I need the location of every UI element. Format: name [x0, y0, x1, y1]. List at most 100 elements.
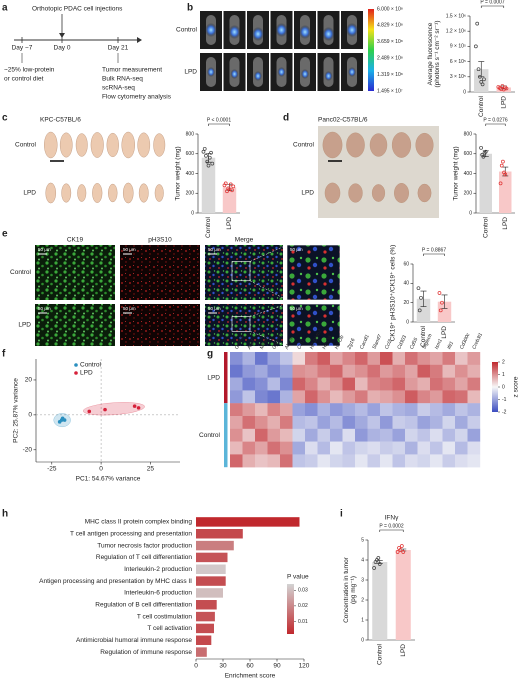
signal	[207, 67, 215, 77]
heatmap-cell	[305, 454, 318, 468]
y-tick-label: 0	[28, 412, 32, 419]
colorbar	[287, 584, 294, 634]
signal	[324, 71, 333, 81]
panel-letter: h	[2, 509, 8, 520]
heatmap-cell	[342, 454, 356, 468]
heatmap-cell	[392, 441, 406, 455]
colorbar	[368, 9, 374, 91]
y-tick-label: 6 × 10⁵	[450, 59, 466, 65]
heatmap-cell	[305, 377, 318, 391]
column-label: Ifit1	[446, 340, 455, 350]
heatmap-cell	[342, 403, 356, 417]
y-tick-label: 1.2 × 10⁶	[446, 29, 466, 35]
heatmap-cell	[467, 441, 481, 455]
heatmap-cell	[242, 364, 256, 378]
x-tick-label: LPD	[226, 217, 233, 230]
data-point	[440, 300, 444, 305]
colorbar-label: 1.319 × 10⁸	[377, 72, 403, 78]
heatmap-cell	[455, 428, 468, 442]
heatmap-cell	[255, 428, 268, 442]
data-point	[479, 145, 483, 150]
heatmap-cell	[392, 390, 406, 404]
tumor	[417, 183, 432, 203]
colorbar-label: 0.02	[298, 603, 308, 609]
y-tick-label: 1.5 × 10⁶	[446, 13, 466, 19]
heatmap-cell	[330, 428, 343, 442]
legend-title: P value	[287, 574, 309, 581]
heatmap-cell	[242, 416, 256, 429]
heatmap-cell	[417, 403, 431, 417]
data-point	[480, 82, 485, 87]
panel-letter: a	[2, 3, 8, 14]
heatmap-cell	[255, 390, 268, 404]
x-tick-label: 60	[246, 663, 254, 670]
data-point	[478, 74, 482, 79]
bar	[196, 517, 300, 527]
data-point	[438, 308, 443, 313]
p-value-label: P = 0.8867	[422, 247, 446, 253]
column-label: Creb3l1	[471, 332, 484, 351]
y-tick-label: 0	[463, 89, 466, 95]
heatmap-cell	[330, 441, 343, 455]
y-tick-label: 2	[361, 597, 364, 603]
heatmap-cell	[230, 352, 243, 365]
heatmap-cell	[255, 454, 268, 468]
heatmap-cell	[280, 416, 293, 429]
heatmap-cell	[292, 364, 306, 378]
data-point	[416, 286, 421, 291]
micrograph	[120, 245, 200, 300]
data-point	[399, 544, 404, 548]
y-tick-label: -20	[23, 446, 33, 453]
heatmap-cell	[230, 416, 243, 429]
error-bar	[376, 560, 383, 564]
signal	[322, 27, 335, 41]
heatmap-cell	[317, 352, 331, 365]
category-label: Antimicrobial humoral immune response	[76, 637, 192, 644]
x-tick-label: Control	[376, 643, 383, 665]
heatmap-cell	[230, 454, 243, 468]
bar	[196, 588, 223, 598]
micrograph	[205, 245, 283, 300]
data-point	[209, 150, 213, 155]
heatmap-cell	[442, 390, 456, 404]
diet-label: ~25% low-protein	[4, 67, 55, 74]
y-tick-label: 40	[403, 281, 409, 287]
panel-letter: f	[2, 349, 6, 360]
x-tick-label: 30	[219, 663, 227, 670]
significance-bracket	[480, 5, 505, 8]
colorbar-label: 1.495 × 10⁷	[377, 88, 403, 94]
day-label: Day 0	[54, 45, 71, 52]
data-point	[377, 562, 382, 566]
data-point	[62, 418, 67, 422]
x-tick-label: LPD	[441, 326, 448, 339]
y-tick-label: 9 × 10⁵	[450, 44, 466, 50]
data-point	[504, 86, 509, 91]
column-label: Cd300c	[459, 332, 472, 351]
data-point	[481, 154, 486, 159]
scale-label: 50 μm	[38, 306, 51, 311]
data-point	[501, 159, 505, 164]
heatmap-cell	[367, 454, 381, 468]
heatmap-cell	[467, 352, 481, 365]
heatmap-cell	[330, 364, 343, 378]
x-tick-label: LPD	[400, 644, 407, 657]
heatmap-cell	[430, 403, 443, 417]
row-label: Control	[176, 27, 198, 34]
x-tick-label: Control	[482, 216, 489, 238]
column-label: Cd303	[396, 334, 408, 350]
legend-label: Control	[80, 362, 102, 369]
heatmap-cell	[455, 352, 468, 365]
heatmap-cell	[317, 428, 331, 442]
panel-letter: c	[2, 113, 8, 124]
colorbar-label: -1	[502, 397, 507, 403]
heatmap-cell	[417, 352, 431, 365]
row-label: Control	[15, 142, 37, 149]
data-point	[475, 21, 480, 26]
p-value-label: P = 0.0002	[379, 523, 403, 529]
bar	[196, 647, 207, 657]
heatmap-cell	[242, 403, 256, 417]
heatmap-cell	[367, 428, 381, 442]
signal	[252, 27, 264, 41]
heatmap-cell	[317, 390, 331, 404]
heatmap-cell	[292, 352, 306, 365]
